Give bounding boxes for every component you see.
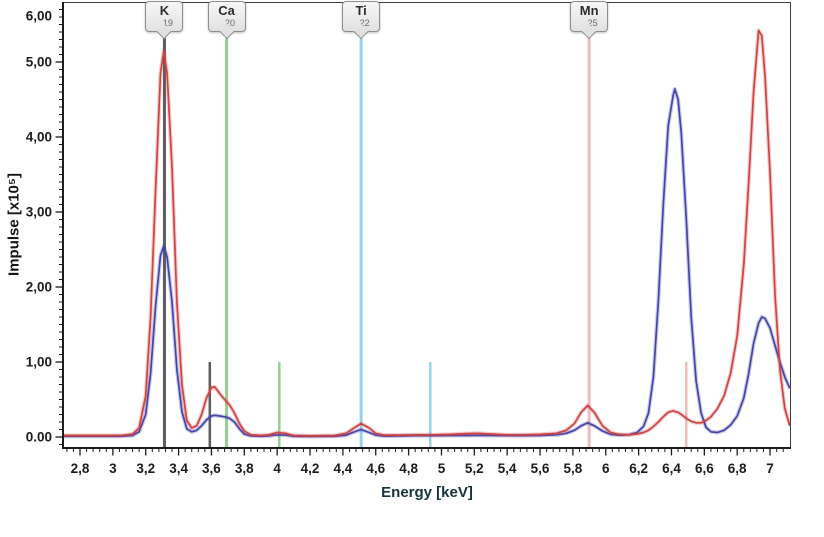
element-atomic-number: 22 <box>359 18 370 28</box>
x-tick-label: 3,4 <box>169 461 188 476</box>
x-tick-label: 4,2 <box>301 461 320 476</box>
blue-spectrum-line <box>63 88 791 438</box>
x-tick-label: 6,4 <box>662 461 681 476</box>
element-callout-K[interactable]: K 19 <box>145 1 184 40</box>
element-callout-Ca[interactable]: Ca 20 <box>207 1 246 40</box>
red-spectrum-halo <box>63 28 791 438</box>
element-symbol: Mn <box>579 3 599 18</box>
x-tick-label: 4,4 <box>333 461 352 476</box>
y-tick-label: 5,00 <box>26 55 52 70</box>
element-symbol: Ti <box>355 3 367 18</box>
x-tick-label: 4 <box>273 461 281 476</box>
y-tick-label: 0.00 <box>26 430 52 445</box>
y-tick-label: 6,00 <box>26 9 52 24</box>
x-axis-title: Energy [keV] <box>381 484 473 501</box>
x-tick-label: 4,6 <box>366 461 385 476</box>
x-tick-label: 4,8 <box>399 461 418 476</box>
y-tick-label: 4,00 <box>26 130 52 145</box>
y-tick-label: 1,00 <box>26 355 52 370</box>
x-tick-label: 3,6 <box>202 461 221 476</box>
x-tick-label: 6,6 <box>695 461 714 476</box>
element-atomic-number: 20 <box>225 18 236 28</box>
x-tick-label: 5,6 <box>531 461 550 476</box>
x-tick-label: 3 <box>109 461 117 476</box>
x-tick-label: 6,8 <box>728 461 747 476</box>
x-tick-label: 6 <box>602 461 610 476</box>
element-symbol: Ca <box>218 3 235 18</box>
y-axis-title: Impulse [x10⁵] <box>5 173 23 276</box>
x-tick-label: 5 <box>438 461 446 476</box>
red-spectrum-line <box>63 29 791 437</box>
x-tick-label: 2,8 <box>71 461 90 476</box>
element-callout-Mn[interactable]: Mn 25 <box>570 1 609 40</box>
plot-root: 2,8 3 3,2 3,4 3,6 3,8 4 4,2 4,4 4,6 4,8 5 5,2 5,4 5,6 5… <box>26 2 791 476</box>
x-tick-label: 7 <box>766 461 774 476</box>
spectra-curves <box>63 28 791 439</box>
x-tick-label: 3,8 <box>235 461 254 476</box>
x-tick-label: 5,8 <box>564 461 583 476</box>
element-callout-Ti[interactable]: Ti 22 <box>342 1 381 40</box>
element-atomic-number: 25 <box>587 18 598 28</box>
element-symbol: K <box>159 3 170 18</box>
x-tick-label: 5,2 <box>465 461 484 476</box>
y-tick-label: 3,00 <box>26 205 52 220</box>
y-tick-label: 2,00 <box>26 280 52 295</box>
x-tick-label: 6,2 <box>629 461 648 476</box>
x-tick-label: 3,2 <box>136 461 155 476</box>
x-tick-label: 5,4 <box>498 461 517 476</box>
element-atomic-number: 19 <box>162 18 173 28</box>
